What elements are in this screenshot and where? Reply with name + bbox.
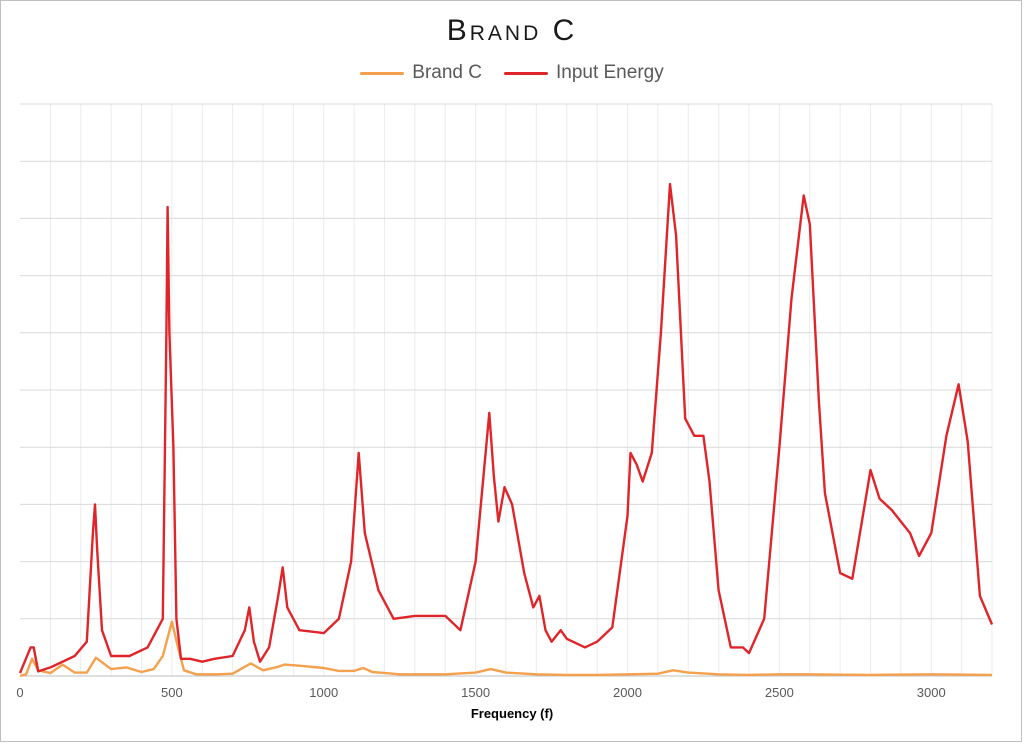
x-tick-label: 1000 <box>309 685 338 700</box>
chart-legend: Brand C Input Energy <box>0 62 1024 84</box>
x-tick-label: 2000 <box>613 685 642 700</box>
legend-item-input-energy: Input Energy <box>503 62 664 84</box>
x-tick-label: 2500 <box>765 685 794 700</box>
chart-title: Brand C <box>446 14 578 47</box>
x-axis-label: Frequency (f) <box>470 706 554 721</box>
x-tick-label: 0 <box>16 685 23 700</box>
legend-label-brand-c: Brand C <box>412 62 482 83</box>
legend-swatch-brand-c <box>360 71 405 75</box>
series-line-input-energy <box>18 182 994 674</box>
series-line-brand-c <box>19 620 993 678</box>
x-tick-label: 500 <box>161 685 183 700</box>
legend-swatch-input-energy <box>503 71 548 75</box>
x-tick-label: 1500 <box>461 685 490 700</box>
legend-item-brand-c: Brand C <box>360 62 482 84</box>
legend-label-input-energy: Input Energy <box>555 62 664 83</box>
x-tick-label: 3000 <box>917 685 946 700</box>
